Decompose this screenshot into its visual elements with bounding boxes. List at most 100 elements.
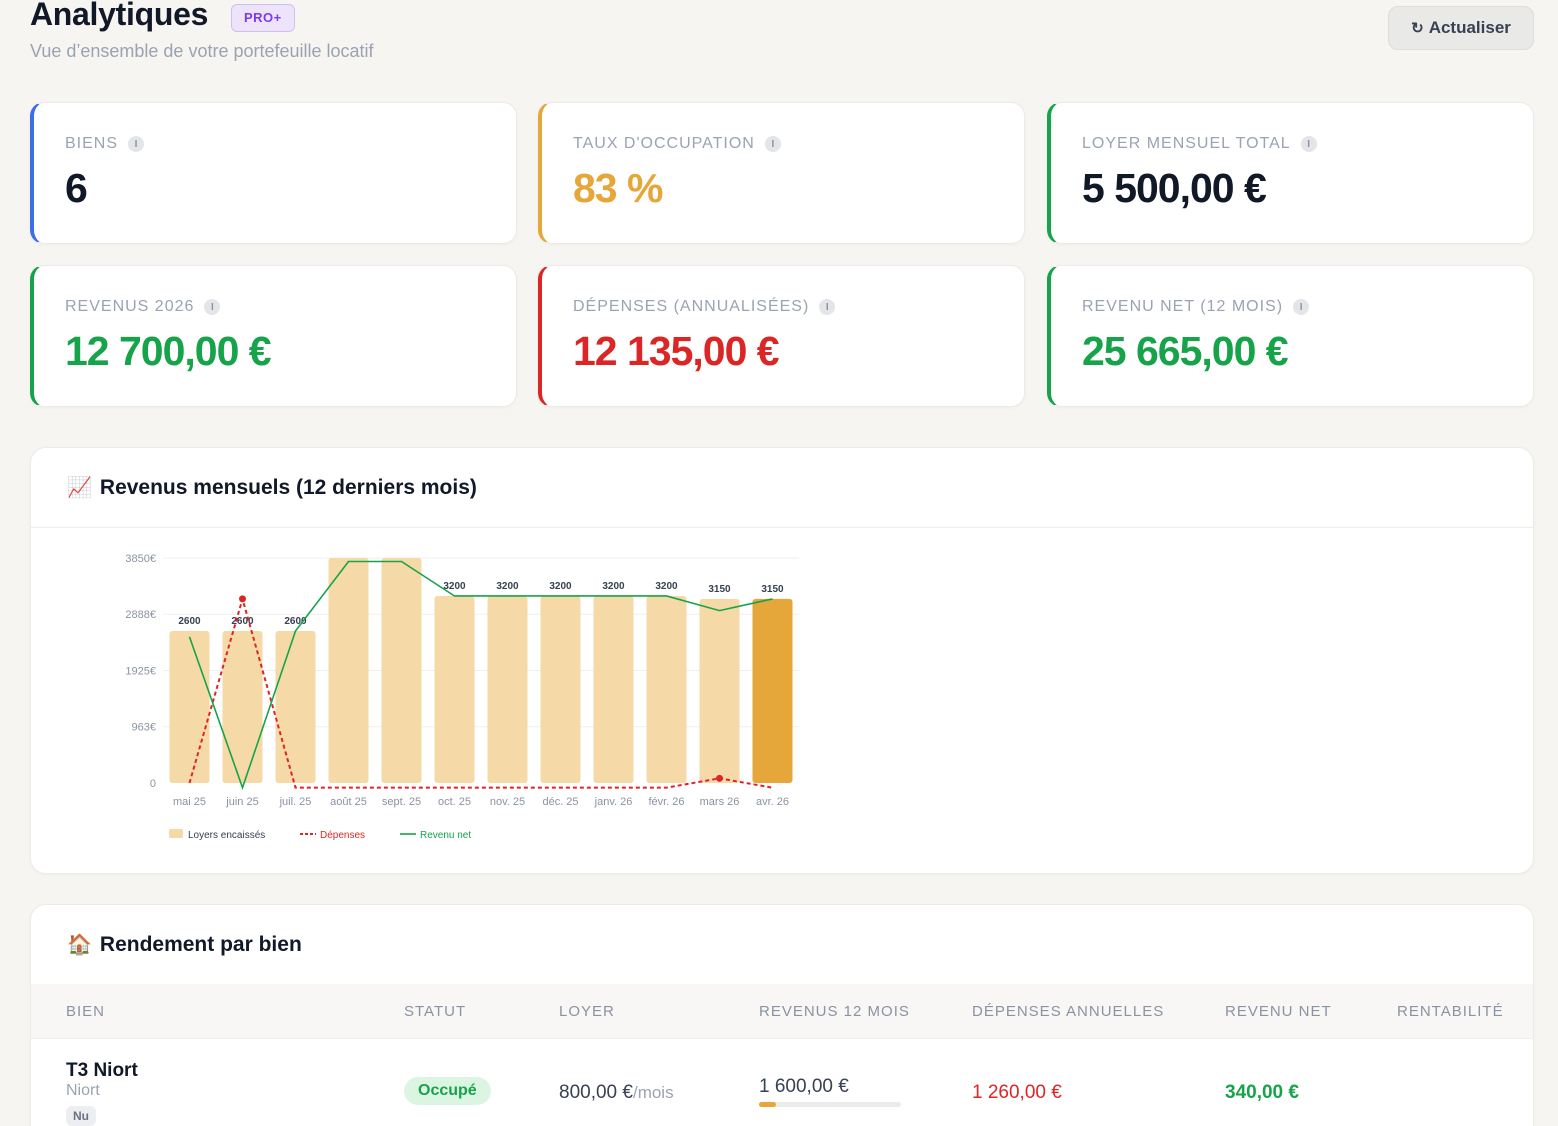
rent-cell: 800,00 €/mois <box>559 1082 674 1104</box>
info-icon[interactable]: i <box>128 136 145 152</box>
column-header-depenses[interactable]: Dépenses annuelles <box>972 1003 1165 1020</box>
rent-unit: /mois <box>632 1083 674 1102</box>
revenue-12m-value: 1 600,00 € <box>759 1076 849 1097</box>
bar-value-label: 2600 <box>178 616 201 627</box>
info-icon[interactable]: i <box>1293 299 1310 315</box>
kpi-card-net-revenue: Revenu net (12 mois) i 25 665,00 € <box>1047 265 1534 407</box>
property-city: Niort <box>66 1082 100 1099</box>
revenue-bar <box>381 558 422 783</box>
kpi-label: Taux d'occupation <box>573 135 755 152</box>
kpi-value: 12 135,00 € <box>573 328 780 374</box>
info-icon[interactable]: i <box>204 299 221 315</box>
kpi-card-expenses: Dépenses (annualisées) i 12 135,00 € <box>538 265 1025 407</box>
revenue-bar <box>169 631 210 783</box>
column-header-statut[interactable]: Statut <box>404 1003 467 1020</box>
column-header-bien[interactable]: Bien <box>66 1003 106 1020</box>
y-tick-label: 3850€ <box>125 553 156 565</box>
refresh-label: Actualiser <box>1428 18 1511 37</box>
x-tick-label: déc. 25 <box>542 796 578 808</box>
x-tick-label: juil. 25 <box>279 796 312 808</box>
kpi-value: 83 % <box>573 165 663 211</box>
page-subtitle: Vue d’ensemble de votre portefeuille loc… <box>30 41 374 61</box>
monthly-revenue-card: 📈 Revenus mensuels (12 derniers mois) 0 9… <box>30 447 1534 874</box>
x-tick-label: nov. 25 <box>490 796 525 808</box>
kpi-card-revenue: Revenus 2026 i 12 700,00 € <box>30 265 517 407</box>
chart-card-title: Revenus mensuels (12 derniers mois) <box>99 475 477 499</box>
x-tick-label: avr. 26 <box>756 796 789 808</box>
bar-value-label: 3200 <box>602 581 625 592</box>
kpi-label: Dépenses (annualisées) <box>573 298 810 315</box>
y-tick-label: 2888€ <box>125 609 156 621</box>
kpi-label: Biens <box>65 135 119 152</box>
x-tick-label: févr. 26 <box>648 796 684 808</box>
revenue-bar <box>646 595 687 783</box>
status-badge: Occupé <box>404 1077 491 1105</box>
kpi-card-biens: Biens i 6 <box>30 102 517 244</box>
x-tick-label: juin 25 <box>225 796 258 808</box>
x-tick-label: janv. 26 <box>594 796 633 808</box>
revenue-bar <box>540 595 581 783</box>
rent-value: 800,00 € <box>559 1082 633 1103</box>
property-type-badge: Nu <box>66 1106 96 1126</box>
bar-value-label: 3150 <box>708 584 731 595</box>
revenue-bar <box>328 558 369 783</box>
kpi-label: Revenus 2026 <box>65 298 195 315</box>
table-card-title: Rendement par bien <box>99 932 302 956</box>
x-tick-label: mai 25 <box>173 796 206 808</box>
y-tick-label: 0 <box>150 778 156 790</box>
page-title: Analytiques <box>30 0 209 32</box>
info-icon[interactable]: i <box>764 136 781 152</box>
revenue-bar <box>222 631 263 783</box>
house-icon: 🏠 <box>67 934 92 956</box>
pro-badge: PRO+ <box>231 4 295 32</box>
legend-label-net: Revenu net <box>420 830 471 841</box>
property-name[interactable]: T3 Niort <box>66 1060 138 1081</box>
kpi-value: 6 <box>65 165 88 211</box>
revenue-bar <box>434 595 475 783</box>
bar-value-label: 3200 <box>655 581 678 592</box>
bar-value-label: 2600 <box>231 616 254 627</box>
column-header-rentabilite[interactable]: Rentabilité <box>1397 1003 1504 1020</box>
kpi-value: 25 665,00 € <box>1082 328 1289 374</box>
bar-value-label: 3200 <box>496 581 519 592</box>
expenses-point <box>716 774 723 782</box>
page-header: Analytiques PRO+ Vue d’ensemble de votre… <box>30 0 1534 70</box>
column-header-revenu-net[interactable]: Revenu net <box>1225 1003 1332 1020</box>
legend-label-rents: Loyers encaissés <box>188 830 265 841</box>
bar-value-label: 2600 <box>284 616 307 627</box>
yield-by-property-card: 🏠 Rendement par bien Bien Statut Loyer R… <box>30 904 1534 1126</box>
revenue-bar <box>487 595 528 783</box>
kpi-label: Revenu net (12 mois) <box>1082 298 1284 315</box>
column-header-loyer[interactable]: Loyer <box>559 1003 615 1020</box>
table-header-row: Bien Statut Loyer Revenus 12 mois Dépens… <box>31 984 1533 1039</box>
bar-value-label: 3200 <box>443 581 466 592</box>
x-tick-label: sept. 25 <box>382 796 421 808</box>
bar-value-label: 3150 <box>761 584 784 595</box>
revenue-bar <box>593 595 634 783</box>
kpi-card-occupancy: Taux d'occupation i 83 % <box>538 102 1025 244</box>
net-revenue-value: 340,00 € <box>1225 1082 1299 1103</box>
info-icon[interactable]: i <box>1300 136 1317 152</box>
annual-expenses-value: 1 260,00 € <box>972 1082 1062 1103</box>
info-icon[interactable]: i <box>819 299 836 315</box>
net-revenue-line <box>188 560 773 791</box>
kpi-value: 5 500,00 € <box>1082 165 1267 211</box>
chart-trend-icon: 📈 <box>67 477 92 499</box>
revenue-bar <box>275 631 316 783</box>
kpi-card-monthly-rent: Loyer mensuel total i 5 500,00 € <box>1047 102 1534 244</box>
column-header-revenus[interactable]: Revenus 12 mois <box>759 1003 910 1020</box>
refresh-button[interactable]: ↻ Actualiser <box>1388 6 1534 50</box>
refresh-icon: ↻ <box>1411 20 1424 37</box>
revenue-progress-fill <box>759 1102 777 1107</box>
kpi-label: Loyer mensuel total <box>1082 135 1291 152</box>
x-tick-label: mars 26 <box>700 796 740 808</box>
expenses-point <box>239 595 246 603</box>
revenue-bar <box>752 598 793 783</box>
revenue-bar <box>699 598 740 783</box>
x-tick-label: août 25 <box>330 796 367 808</box>
legend-label-expenses: Dépenses <box>320 830 365 841</box>
y-tick-label: 963€ <box>132 722 156 734</box>
kpi-value: 12 700,00 € <box>65 328 272 374</box>
x-tick-label: oct. 25 <box>438 796 471 808</box>
bar-value-label: 3200 <box>549 581 572 592</box>
